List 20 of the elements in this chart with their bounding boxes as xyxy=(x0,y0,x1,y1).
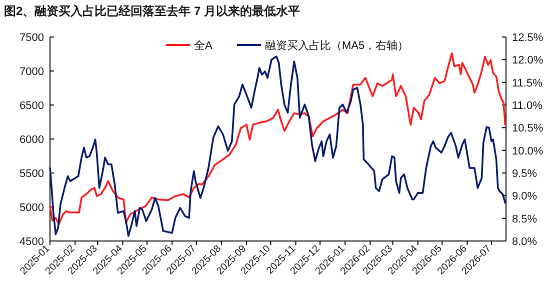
y-tick-label: 5500 xyxy=(20,168,44,180)
y2-tick-label: 9.5% xyxy=(512,168,538,180)
y2-tick-label: 10.5% xyxy=(512,122,544,135)
y2-tick-label: 8.0% xyxy=(512,236,538,248)
y-tick-label: 7500 xyxy=(20,32,44,44)
y-tick-label: 6000 xyxy=(20,134,44,146)
y2-tick-label: 10.0% xyxy=(512,145,544,158)
y2-tick-label: 12.0% xyxy=(512,54,544,67)
y2-tick-label: 11.5% xyxy=(512,77,543,90)
legend-label: 全A xyxy=(194,40,213,52)
y-tick-label: 5000 xyxy=(20,202,44,214)
legend-label: 融资买入占比（MA5，右轴） xyxy=(265,39,409,52)
y-tick-label: 4500 xyxy=(20,236,44,248)
y-tick-label: 7000 xyxy=(20,66,44,78)
y2-tick-label: 12.5% xyxy=(512,32,544,44)
y2-tick-label: 9.0% xyxy=(512,190,538,203)
y2-tick-label: 11.0% xyxy=(512,100,543,112)
y-tick-label: 6500 xyxy=(20,100,44,112)
chart-title: 图2、融资买入占比已经回落至去年 7 月以来的最低水平 xyxy=(4,4,300,18)
y2-tick-label: 8.5% xyxy=(512,213,538,226)
